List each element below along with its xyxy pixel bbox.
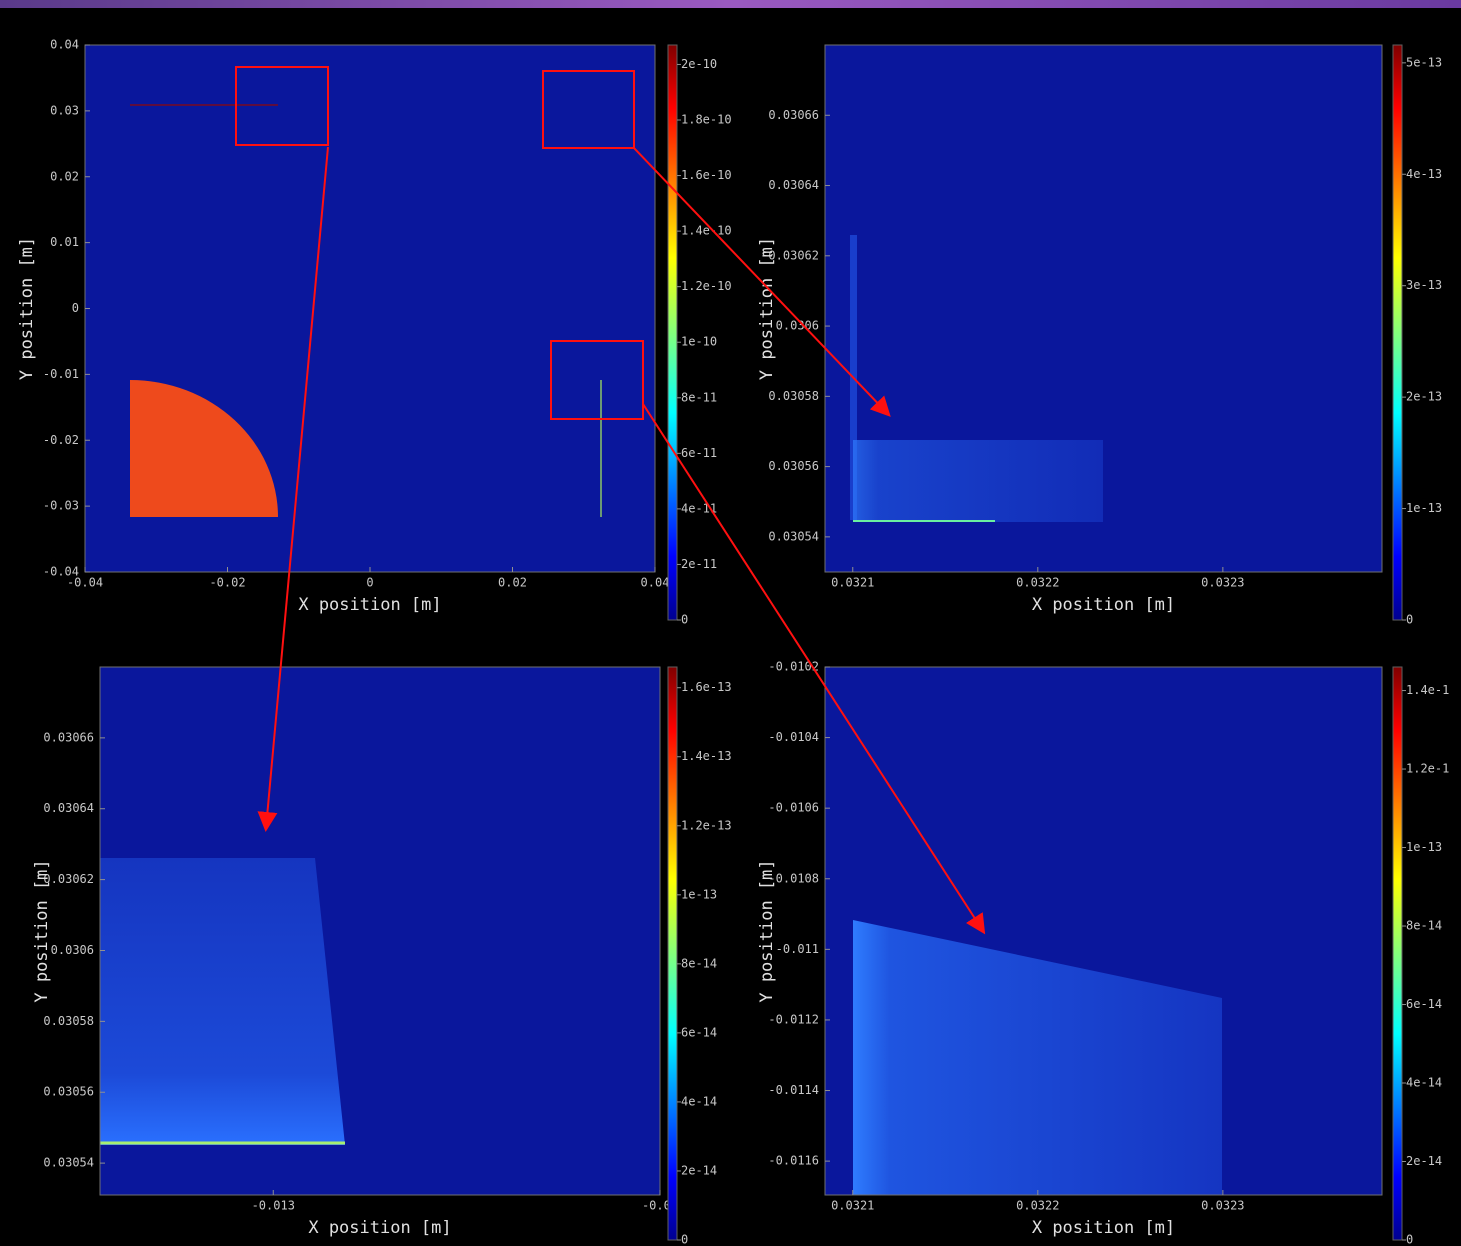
colorbar-tick-label: 4e-14 xyxy=(1406,1076,1442,1090)
y-tick-label: -0.04 xyxy=(43,565,79,579)
colorbar xyxy=(667,44,678,621)
heatmap-content xyxy=(100,104,1222,1195)
colorbar-tick-label: 1.6e-10 xyxy=(681,168,732,182)
y-tick-label: 0.02 xyxy=(50,169,79,183)
plot-frame xyxy=(824,666,1383,1196)
y-axis-label: Y position [m] xyxy=(757,859,777,1002)
y-tick-label: -0.0114 xyxy=(768,1083,819,1097)
y-tick-label: -0.0106 xyxy=(768,801,819,815)
colorbar-tick-label: 2e-10 xyxy=(681,57,717,71)
y-tick-label: -0.0108 xyxy=(768,871,819,885)
x-axis-label: X position [m] xyxy=(1032,595,1175,615)
y-tick-label: -0.03 xyxy=(43,499,79,513)
x-tick-label: 0 xyxy=(366,576,373,590)
colorbar-tick-label: 6e-11 xyxy=(681,446,717,460)
y-axis-label: Y position [m] xyxy=(757,237,777,380)
colorbar-tick-label: 2e-13 xyxy=(1406,390,1442,404)
colorbar-tick-label: 1.2e-10 xyxy=(681,279,732,293)
colorbar xyxy=(667,666,678,1241)
y-tick-label: -0.0116 xyxy=(768,1154,819,1168)
colorbar-tick-label: 1.8e-10 xyxy=(681,113,732,127)
colorbar-tick-label: 1e-13 xyxy=(1406,840,1442,854)
y-tick-label: 0.03054 xyxy=(768,529,819,543)
colorbar-tick-label: 1.4e-1 xyxy=(1406,683,1449,697)
colorbar-tick-label: 4e-14 xyxy=(681,1094,717,1108)
x-tick-label: 0.04 xyxy=(641,576,670,590)
colorbar xyxy=(1392,666,1403,1241)
y-tick-label: -0.02 xyxy=(43,433,79,447)
y-tick-label: 0.03054 xyxy=(43,1156,94,1170)
x-tick-label: 0.0321 xyxy=(831,1199,874,1213)
colorbar-tick-label: 8e-11 xyxy=(681,390,717,404)
x-tick-label: -0.04 xyxy=(67,576,103,590)
x-axis-label: X position [m] xyxy=(298,595,441,615)
y-tick-label: -0.0112 xyxy=(768,1012,819,1026)
colorbar-tick-label: 0 xyxy=(681,613,688,627)
x-tick-label: 0.0323 xyxy=(1201,1199,1244,1213)
colorbar xyxy=(1392,44,1403,621)
y-tick-label: 0.03064 xyxy=(768,178,819,192)
y-tick-label: -0.0104 xyxy=(768,730,819,744)
y-axis-label: Y position [m] xyxy=(17,237,37,380)
y-tick-label: 0.03064 xyxy=(43,801,94,815)
x-tick-label: -0.02 xyxy=(209,576,245,590)
y-tick-label: 0.04 xyxy=(50,38,79,52)
y-tick-label: 0.03056 xyxy=(43,1085,94,1099)
plot-frame xyxy=(99,666,661,1196)
y-axis-label: Y position [m] xyxy=(32,859,52,1002)
colorbar-tick-label: 1e-13 xyxy=(681,887,717,901)
y-tick-label: -0.0102 xyxy=(768,660,819,674)
colorbar-tick-label: 1.4e-13 xyxy=(681,749,732,763)
y-tick-label: 0.03062 xyxy=(768,248,819,262)
colorbar-tick-label: 3e-13 xyxy=(1406,278,1442,292)
colorbar-tick-label: 1.2e-1 xyxy=(1406,762,1449,776)
y-tick-label: 0.03 xyxy=(50,103,79,117)
y-tick-label: 0.03056 xyxy=(768,459,819,473)
colorbar-tick-label: 1.2e-13 xyxy=(681,818,732,832)
x-axis-label: X position [m] xyxy=(1032,1218,1175,1238)
x-tick-label: 0.0322 xyxy=(1016,1199,1059,1213)
colorbar-tick-label: 4e-13 xyxy=(1406,167,1442,181)
colorbar-tick-label: 4e-11 xyxy=(681,501,717,515)
colorbar-tick-label: 6e-14 xyxy=(681,1025,717,1039)
colorbar-tick-label: 8e-14 xyxy=(681,956,717,970)
y-tick-label: -0.011 xyxy=(776,942,819,956)
y-tick-label: 0.03066 xyxy=(768,108,819,122)
x-tick-label: 0.0321 xyxy=(831,576,874,590)
x-tick-label: 0.0323 xyxy=(1201,576,1244,590)
colorbar-tick-label: 2e-14 xyxy=(1406,1154,1442,1168)
x-tick-label: 0.02 xyxy=(498,576,527,590)
x-tick-label: 0.0322 xyxy=(1016,576,1059,590)
x-tick-label: -0.013 xyxy=(252,1199,295,1213)
colorbar-tick-label: 1e-13 xyxy=(1406,501,1442,515)
colorbar-tick-label: 0 xyxy=(681,1233,688,1246)
colorbar-tick-label: 0 xyxy=(1406,613,1413,627)
y-tick-label: 0.03066 xyxy=(43,730,94,744)
annotations xyxy=(235,66,986,935)
y-tick-label: 0.0306 xyxy=(776,319,819,333)
y-tick-label: 0.01 xyxy=(50,235,79,249)
colorbar-tick-label: 8e-14 xyxy=(1406,919,1442,933)
y-tick-label: 0 xyxy=(72,301,79,315)
title-bar xyxy=(0,0,1461,8)
colorbar-tick-label: 1.4e-10 xyxy=(681,224,732,238)
plot-frame xyxy=(824,44,1383,573)
y-tick-label: -0.01 xyxy=(43,367,79,381)
y-tick-label: 0.0306 xyxy=(51,943,94,957)
x-axis-label: X position [m] xyxy=(308,1218,451,1238)
y-tick-label: 0.03062 xyxy=(43,872,94,886)
colorbar-tick-label: 5e-13 xyxy=(1406,55,1442,69)
colorbar-tick-label: 1e-10 xyxy=(681,335,717,349)
colorbar-tick-label: 2e-11 xyxy=(681,557,717,571)
colorbar-tick-label: 0 xyxy=(1406,1233,1413,1246)
colorbar-tick-label: 6e-14 xyxy=(1406,997,1442,1011)
colorbar-tick-label: 1.6e-13 xyxy=(681,680,732,694)
y-tick-label: 0.03058 xyxy=(768,389,819,403)
colorbar-tick-label: 2e-14 xyxy=(681,1163,717,1177)
y-tick-label: 0.03058 xyxy=(43,1014,94,1028)
